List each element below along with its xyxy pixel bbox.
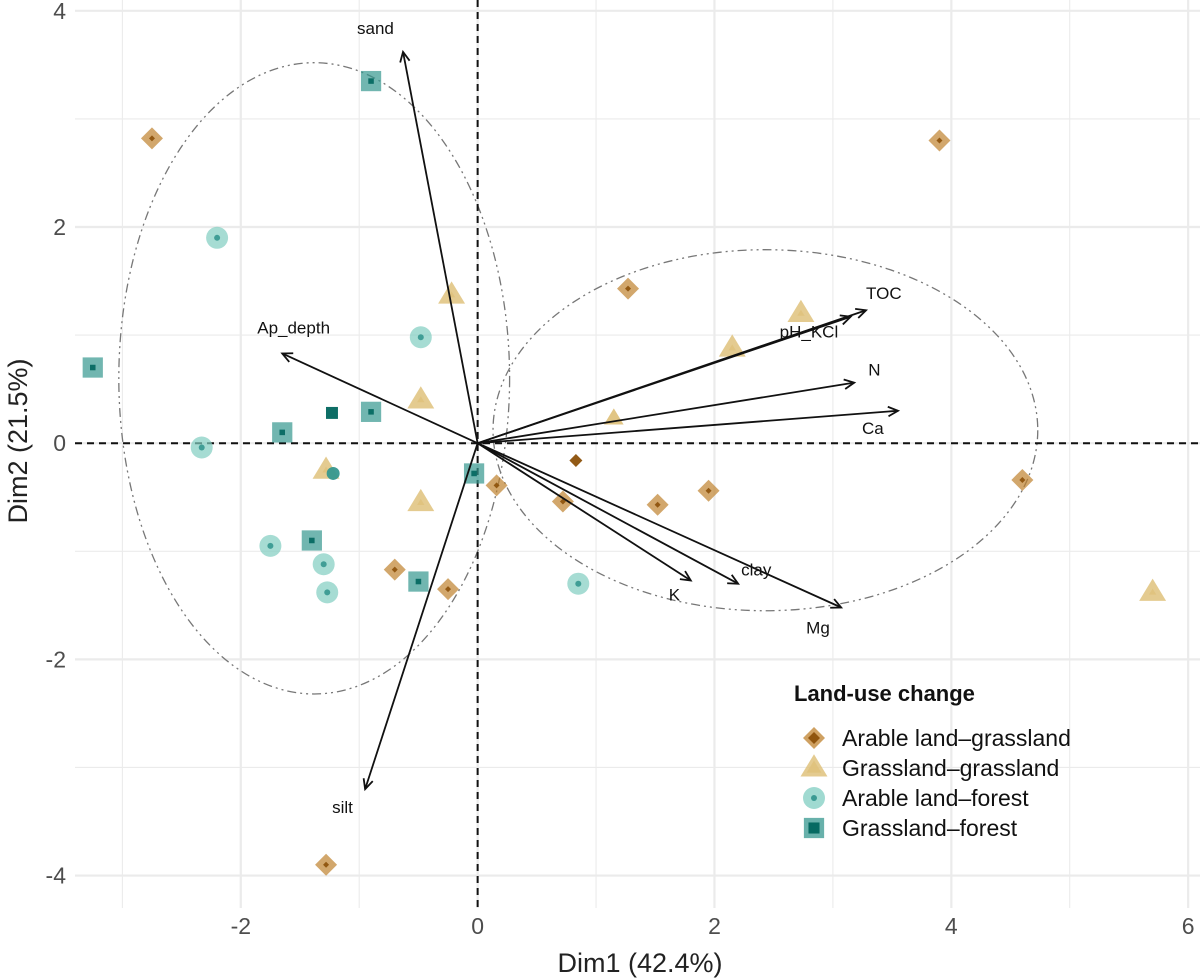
legend-key-inner (808, 822, 820, 834)
arrowhead (855, 308, 869, 319)
group-mean-point (569, 453, 583, 467)
arrowhead (830, 598, 844, 609)
arrowhead (399, 49, 411, 63)
x-axis-title: Dim1 (42.4%) (557, 948, 722, 978)
data-point-center (417, 396, 425, 403)
data-point-center (279, 429, 285, 436)
data-point-center (1148, 588, 1157, 595)
group-mean-point (325, 406, 338, 419)
variable-label-ca: Ca (862, 419, 884, 438)
variable-label-ap_depth: Ap_depth (257, 318, 330, 337)
data-point-center (728, 344, 736, 351)
zero-reference-lines (75, 0, 1200, 908)
legend-key-inner (808, 732, 820, 744)
data-point-center (214, 234, 221, 241)
data-point-center (391, 566, 398, 573)
variable-label-n: N (868, 361, 880, 380)
data-point-center (368, 409, 374, 415)
legend-label: Grassland–grassland (842, 755, 1059, 781)
arrowhead (887, 405, 901, 418)
legend-entry: Grassland–forest (803, 815, 1018, 841)
legend-key-inner (811, 795, 817, 801)
variable-arrow-n (477, 381, 855, 445)
variable-arrow-silt (364, 442, 479, 790)
data-point-center (705, 487, 712, 494)
data-point-center (1019, 476, 1026, 483)
y-tick-label: 2 (53, 214, 66, 240)
legend-label: Grassland–forest (842, 815, 1018, 841)
gridlines (75, 0, 1200, 908)
legend-title: Land-use change (794, 681, 975, 706)
variable-label-mg: Mg (806, 618, 830, 637)
data-point-center (415, 578, 422, 585)
x-tick-label: 2 (708, 913, 721, 939)
arrowhead (727, 574, 740, 585)
variable-arrow-ph_kcl (477, 315, 851, 445)
variable-label-k: K (669, 585, 681, 604)
data-point-center (471, 470, 477, 477)
data-point-center (417, 334, 424, 341)
data-point-center (654, 501, 661, 508)
y-tick-label: -2 (46, 646, 66, 672)
data-point-center (368, 78, 374, 84)
legend-key-inner (806, 760, 822, 773)
tick-labels: -2 0 2 4 6 -4 -2 0 2 4 (46, 0, 1195, 939)
data-point-center (267, 542, 274, 549)
y-tick-label: 0 (53, 430, 66, 456)
y-tick-label: -4 (46, 863, 67, 889)
data-point-center (625, 285, 632, 292)
data-point-center (575, 580, 582, 587)
data-point-center (148, 135, 155, 142)
data-point-center (90, 364, 96, 371)
x-tick-label: -2 (231, 913, 251, 939)
variable-arrow-ca (477, 409, 899, 445)
x-tick-label: 6 (1182, 913, 1195, 939)
legend-label: Arable land–forest (842, 785, 1029, 811)
data-point-center (320, 561, 327, 568)
confidence-ellipse-right (492, 249, 1039, 612)
variable-label-silt: silt (332, 798, 353, 817)
arrowhead (839, 314, 853, 326)
variable-arrow-ap_depth (281, 352, 479, 445)
data-point-center (198, 444, 205, 451)
arrowhead (843, 378, 857, 390)
data-point-center (797, 309, 805, 316)
legend-entry: Arable land–grassland (803, 725, 1071, 751)
legend-label: Arable land–grassland (842, 725, 1071, 751)
legend-entry: Grassland–grassland (800, 754, 1059, 781)
variable-label-toc: TOC (866, 284, 902, 303)
variable-arrow-k (477, 442, 692, 582)
observation-points (82, 70, 1167, 876)
variable-arrow-sand (402, 51, 479, 444)
variable-arrow-mg (477, 442, 842, 609)
y-tick-label: 4 (53, 0, 66, 24)
data-point-center (309, 537, 315, 544)
legend: Land-use change Arable land–grassland Gra… (794, 681, 1071, 841)
confidence-ellipses (118, 62, 1039, 695)
arrowhead (679, 570, 693, 582)
variable-label-ph_kcl: pH_KCl (780, 323, 839, 342)
data-point-center (324, 589, 331, 596)
data-point-center (445, 586, 452, 593)
variable-arrow-clay (477, 442, 739, 585)
data-point-center (323, 861, 330, 868)
data-point-center (417, 498, 425, 505)
data-point-center (936, 137, 943, 144)
x-tick-label: 0 (471, 913, 484, 939)
variable-label-sand: sand (357, 19, 394, 38)
arrowhead (362, 778, 374, 792)
confidence-ellipse-left (118, 62, 511, 695)
legend-entry: Arable land–forest (803, 785, 1029, 811)
data-point-center (493, 482, 500, 489)
legend-entries: Arable land–grassland Grassland–grassland… (800, 725, 1071, 841)
arrowhead (280, 352, 294, 363)
y-axis-title: Dim2 (21.5%) (3, 358, 33, 523)
plot-background (75, 0, 1200, 908)
group-mean-point (326, 466, 340, 480)
x-tick-label: 4 (945, 913, 958, 939)
